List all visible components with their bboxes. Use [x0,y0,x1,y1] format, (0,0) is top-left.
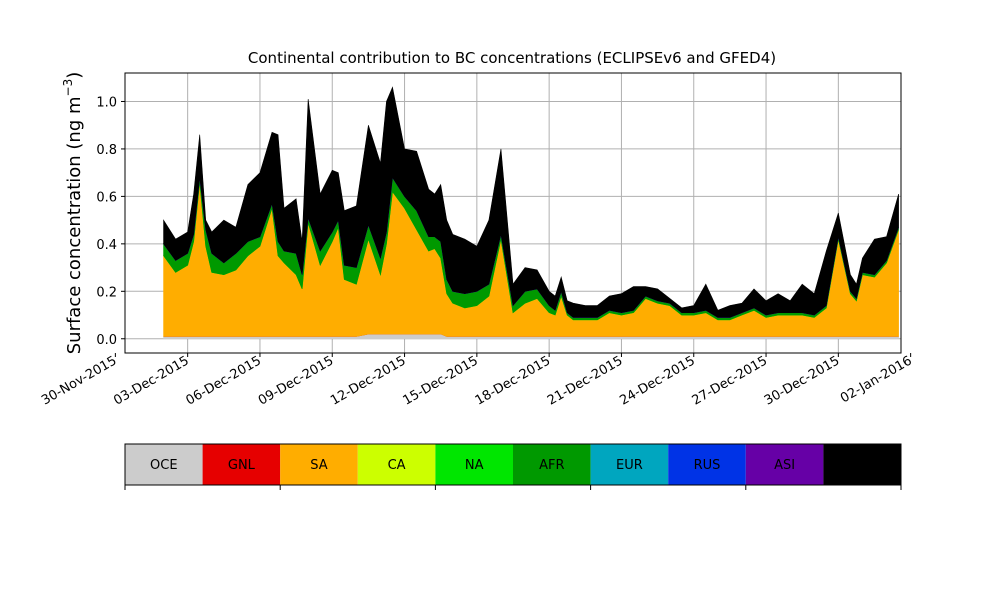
legend-label-afr: AFR [539,458,564,473]
x-tick-label: 09-Dec-2015 [256,353,336,408]
legend-swatch-eur [590,444,669,485]
y-axis-label-close: ) [64,72,85,79]
stacked-areas [163,86,899,340]
x-tick-label: 27-Dec-2015 [690,353,770,408]
y-axis-label-text: Surface concentration (ng m [64,96,85,354]
x-tick-label: 02-Jan-2016 [838,353,915,406]
y-tick-label: 0.6 [96,190,117,205]
legend-swatch-afr [513,444,591,485]
y-tick-label: 0.0 [96,333,117,348]
legend-swatch-asi [745,444,824,485]
legend-label-eur: EUR [616,458,643,473]
legend-label-oce: OCE [150,458,178,473]
legend-swatch-ca [357,444,436,485]
x-tick-label: 24-Dec-2015 [617,353,697,408]
area-series-aus [163,86,899,318]
legend-label-sa: SA [310,458,327,473]
legend-swatch-oce [125,444,203,485]
legend-label-rus: RUS [694,458,721,473]
legend-label-na: NA [465,458,484,473]
chart-title: Continental contribution to BC concentra… [248,49,776,67]
y-axis-label-exponent: −3 [61,79,75,97]
legend-label-asi: ASI [774,458,795,473]
y-tick-label: 0.2 [96,285,117,300]
x-tick-label: 18-Dec-2015 [473,353,553,408]
y-axis-label: Surface concentration (ng m−3) [61,72,85,355]
y-axis: 0.0 0.2 0.4 0.6 0.8 1.0 [96,95,125,348]
legend-swatch-sa [280,444,358,485]
x-tick-label: 12-Dec-2015 [328,353,408,408]
x-tick-label: 30-Nov-2015 [39,353,119,408]
legend-swatch-gnl [202,444,281,485]
plot-frame [124,72,902,354]
legend-colorbar: OCE GNL SA CA NA AFR EUR RUS ASI AUS [124,444,902,490]
legend-frame [124,443,902,486]
x-tick-label: 06-Dec-2015 [184,353,264,408]
x-tick-label: 03-Dec-2015 [111,353,191,408]
y-tick-label: 0.8 [96,143,117,158]
legend-swatch-aus [823,444,901,485]
y-tick-label: 0.4 [96,238,117,253]
x-tick-label: 15-Dec-2015 [400,353,480,408]
legend-label-aus: AUS [849,458,876,473]
x-tick-label: 30-Dec-2015 [762,353,842,408]
legend-swatch-rus [668,444,746,485]
legend-label-gnl: GNL [228,458,256,473]
y-tick-label: 1.0 [96,95,117,110]
legend-label-ca: CA [388,458,406,473]
x-axis: 30-Nov-201503-Dec-201506-Dec-201509-Dec-… [39,353,915,409]
legend-swatch-na [435,444,513,485]
x-tick-label: 21-Dec-2015 [545,353,625,408]
